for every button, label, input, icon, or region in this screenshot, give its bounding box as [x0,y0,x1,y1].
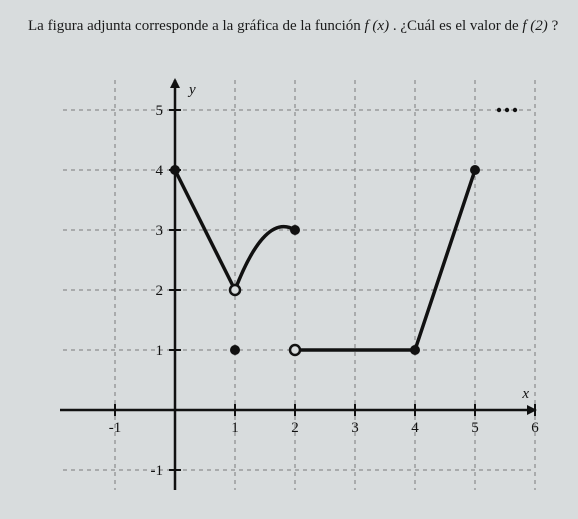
function-graph: -1 1 2 3 4 5 6 -1 1 2 3 4 5 y x [60,70,540,490]
svg-text:y: y [187,82,196,98]
svg-text:4: 4 [411,420,419,436]
question-suffix: ? [552,18,559,34]
svg-text:2: 2 [156,283,164,299]
svg-text:2: 2 [291,420,299,436]
svg-text:-1: -1 [151,463,164,479]
svg-text:1: 1 [156,343,164,359]
question-fn: f (x) [365,18,390,34]
question-prefix: La figura adjunta corresponde a la gráfi… [28,18,365,34]
svg-text:1: 1 [231,420,239,436]
svg-text:4: 4 [156,163,164,179]
svg-text:6: 6 [531,420,539,436]
svg-text:5: 5 [156,103,164,119]
chart-container: -1 1 2 3 4 5 6 -1 1 2 3 4 5 y x [60,70,540,500]
svg-text:-1: -1 [109,420,122,436]
question-mid: . ¿Cuál es el valor de [393,18,523,34]
question-text: La figura adjunta corresponde a la gráfi… [28,18,568,35]
question-ask: f (2) [522,18,547,34]
svg-text:x: x [521,386,529,402]
svg-text:3: 3 [351,420,359,436]
svg-text:3: 3 [156,223,164,239]
svg-text:5: 5 [471,420,479,436]
